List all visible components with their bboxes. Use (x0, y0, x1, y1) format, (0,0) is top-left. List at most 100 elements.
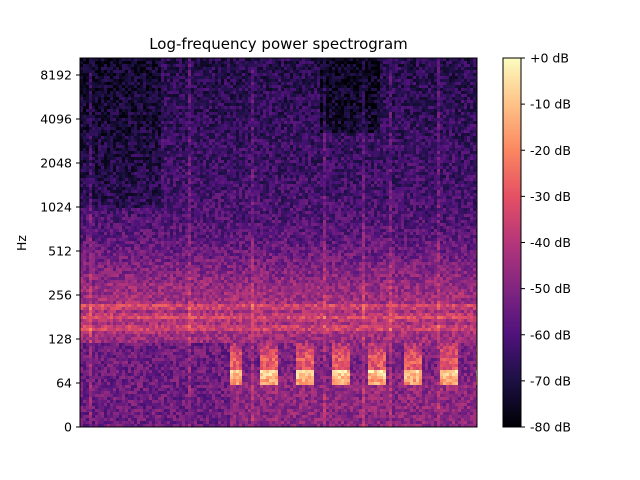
heatmap-cell (104, 277, 108, 281)
heatmap-cell (107, 190, 111, 194)
heatmap-cell (95, 370, 99, 374)
heatmap-cell (137, 403, 141, 407)
heatmap-cell (86, 73, 90, 77)
heatmap-cell (83, 316, 87, 320)
heatmap-cell (80, 124, 84, 128)
heatmap-cell (161, 121, 165, 125)
heatmap-cell (188, 271, 192, 275)
heatmap-cell (104, 229, 108, 233)
heatmap-cell (155, 115, 159, 119)
heatmap-cell (92, 244, 96, 248)
heatmap-cell (170, 277, 174, 281)
heatmap-cell (104, 424, 108, 427)
heatmap-cell (191, 181, 195, 185)
heatmap-cell (137, 277, 141, 281)
heatmap-cell (164, 289, 168, 293)
heatmap-cell (149, 349, 153, 353)
heatmap-cell (92, 268, 96, 272)
heatmap-cell (107, 385, 111, 389)
heatmap-cell (152, 61, 156, 65)
heatmap-cell (167, 418, 171, 422)
heatmap-cell (131, 229, 135, 233)
heatmap-cell (98, 226, 102, 230)
heatmap-cell (143, 121, 147, 125)
heatmap-cell (173, 385, 177, 389)
heatmap-cell (119, 145, 123, 149)
heatmap-cell (131, 424, 135, 427)
heatmap-cell (152, 421, 156, 425)
heatmap-cell (182, 88, 186, 92)
heatmap-cell (170, 142, 174, 146)
heatmap-cell (194, 388, 198, 392)
heatmap-cell (167, 160, 171, 164)
heatmap-cell (119, 298, 123, 302)
heatmap-cell (158, 385, 162, 389)
heatmap-cell (92, 295, 96, 299)
heatmap-cell (164, 112, 168, 116)
heatmap-cell (197, 280, 201, 284)
heatmap-cell (164, 316, 168, 320)
heatmap-cell (125, 61, 129, 65)
heatmap-cell (92, 247, 96, 251)
heatmap-cell (140, 196, 144, 200)
heatmap-cell (167, 292, 171, 296)
heatmap-cell (98, 241, 102, 245)
heatmap-cell (137, 418, 141, 422)
heatmap-cell (122, 172, 126, 176)
heatmap-cell (191, 418, 195, 422)
heatmap-cell (191, 67, 195, 71)
heatmap-cell (101, 394, 105, 398)
heatmap-cell (140, 88, 144, 92)
heatmap-cell (107, 355, 111, 359)
heatmap-cell (98, 394, 102, 398)
heatmap-cell (128, 142, 132, 146)
heatmap-cell (191, 265, 195, 269)
heatmap-cell (89, 328, 93, 332)
heatmap-cell (95, 151, 99, 155)
heatmap-cell (98, 292, 102, 296)
heatmap-cell (95, 142, 99, 146)
heatmap-cell (107, 295, 111, 299)
heatmap-cell (98, 64, 102, 68)
heatmap-cell (89, 301, 93, 305)
heatmap-cell (152, 124, 156, 128)
heatmap-cell (173, 271, 177, 275)
heatmap-cell (98, 361, 102, 365)
heatmap-cell (200, 256, 204, 260)
heatmap-cell (146, 391, 150, 395)
heatmap-cell (89, 160, 93, 164)
heatmap-cell (95, 217, 99, 221)
heatmap-cell (197, 127, 201, 131)
heatmap-cell (89, 265, 93, 269)
heatmap-cell (146, 124, 150, 128)
heatmap-cell (143, 70, 147, 74)
heatmap-cell (149, 388, 153, 392)
heatmap-cell (149, 70, 153, 74)
heatmap-cell (137, 256, 141, 260)
heatmap-cell (107, 307, 111, 311)
heatmap-cell (92, 202, 96, 206)
heatmap-cell (197, 373, 201, 377)
heatmap-cell (158, 400, 162, 404)
heatmap-cell (128, 88, 132, 92)
heatmap-cell (167, 178, 171, 182)
heatmap-cell (173, 316, 177, 320)
heatmap-cell (176, 415, 180, 419)
heatmap-cell (119, 223, 123, 227)
heatmap-cell (83, 97, 87, 101)
heatmap-cell (110, 91, 114, 95)
heatmap-cell (119, 403, 123, 407)
heatmap-cell (161, 286, 165, 290)
heatmap-cell (128, 289, 132, 293)
heatmap-cell (113, 166, 117, 170)
heatmap-cell (185, 61, 189, 65)
heatmap-cell (182, 298, 186, 302)
heatmap-cell (197, 259, 201, 263)
heatmap-cell (182, 175, 186, 179)
heatmap-cell (101, 229, 105, 233)
heatmap-cell (152, 268, 156, 272)
heatmap-cell (188, 211, 192, 215)
heatmap-cell (152, 349, 156, 353)
heatmap-cell (167, 196, 171, 200)
heatmap-cell (170, 235, 174, 239)
